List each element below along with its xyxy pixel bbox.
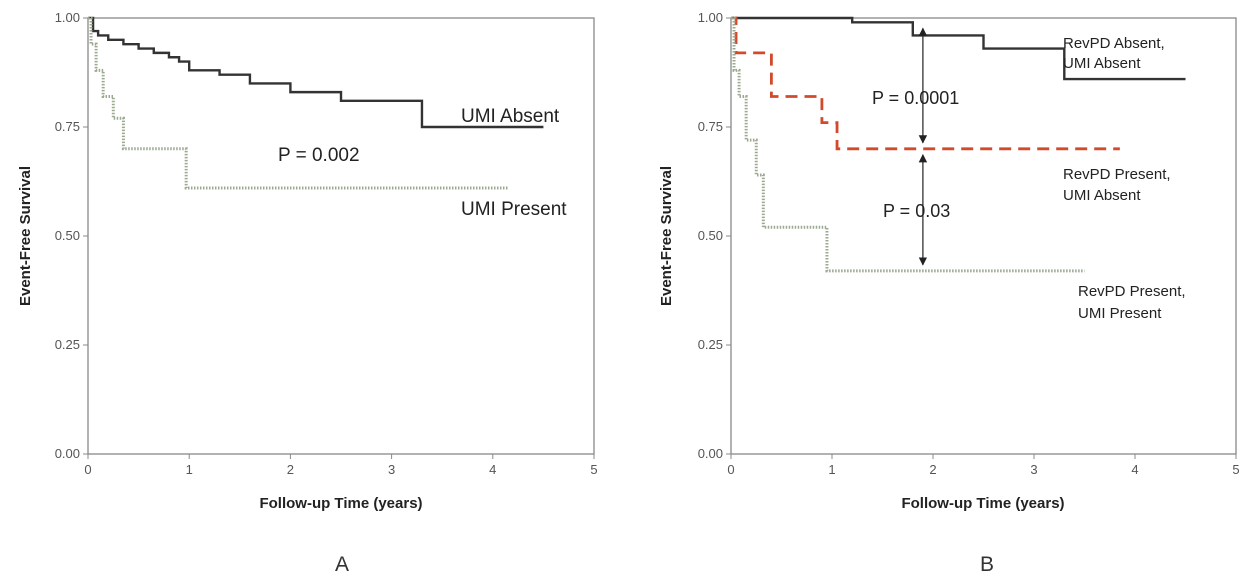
x-tick-label: 2 — [287, 462, 294, 477]
y-tick-label: 1.00 — [55, 10, 80, 25]
panel-b-series-label-2-line-1: RevPD Present, — [1063, 166, 1171, 183]
panel-b-p-value-top: P = 0.0001 — [872, 88, 959, 108]
y-tick-label: 0.75 — [55, 119, 80, 134]
panel-b-label: B — [980, 553, 994, 576]
series-line-3 — [731, 16, 1085, 273]
panel-a-p-value: P = 0.002 — [278, 145, 360, 166]
x-tick-label: 4 — [1131, 462, 1138, 477]
panel-b-series-label-2-line-2: UMI Absent — [1063, 187, 1141, 204]
panel-b-series-label-1-line-1: RevPD Absent, — [1063, 35, 1165, 52]
y-tick-label: 0.25 — [698, 337, 723, 352]
panel-b-p-value-bottom: P = 0.03 — [883, 201, 950, 221]
panel-a-series-label-umi-present: UMI Present — [461, 199, 567, 220]
x-tick-label: 3 — [1030, 462, 1037, 477]
panel-a-y-axis-title: Event-Free Survival — [17, 166, 34, 306]
x-tick-label: 1 — [186, 462, 193, 477]
series-line-2 — [88, 16, 508, 190]
series-line-1 — [88, 16, 544, 129]
x-tick-label: 4 — [489, 462, 496, 477]
panel-a-x-axis-title: Follow-up Time (years) — [259, 495, 422, 512]
panel-a-series-label-umi-absent: UMI Absent — [461, 106, 560, 127]
y-tick-label: 0.75 — [698, 119, 723, 134]
y-tick-label: 0.00 — [698, 446, 723, 461]
panel-b-y-axis-title: Event-Free Survival — [658, 166, 675, 306]
panel-b-series-label-3-line-1: RevPD Present, — [1078, 283, 1186, 300]
x-tick-label: 2 — [929, 462, 936, 477]
x-tick-label: 3 — [388, 462, 395, 477]
x-tick-label: 1 — [828, 462, 835, 477]
panel-b-series-label-3-line-2: UMI Present — [1078, 305, 1162, 322]
panel-b-chart: 0.00 0.25 0.50 0.75 1.00 0 1 2 3 4 5 Event-Free S… — [658, 10, 1240, 576]
series-line-1 — [731, 16, 1186, 81]
x-tick-label: 5 — [1232, 462, 1239, 477]
y-tick-label: 0.50 — [55, 228, 80, 243]
y-tick-label: 0.00 — [55, 446, 80, 461]
y-tick-label: 0.50 — [698, 228, 723, 243]
y-tick-label: 1.00 — [698, 10, 723, 25]
panel-a-label: A — [335, 553, 349, 576]
panel-a-plot-frame — [87, 17, 595, 455]
panel-b-plot-frame — [730, 17, 1237, 455]
y-tick-label: 0.25 — [55, 337, 80, 352]
series-line-2 — [731, 16, 1120, 151]
panel-b-x-axis-title: Follow-up Time (years) — [901, 495, 1064, 512]
x-tick-label: 5 — [590, 462, 597, 477]
panel-a-chart: 0.00 0.25 0.50 0.75 1.00 0 1 2 3 4 5 Event-Free S… — [17, 10, 598, 576]
x-tick-label: 0 — [84, 462, 91, 477]
x-tick-label: 0 — [727, 462, 734, 477]
panel-b-series-label-1-line-2: UMI Absent — [1063, 55, 1141, 72]
